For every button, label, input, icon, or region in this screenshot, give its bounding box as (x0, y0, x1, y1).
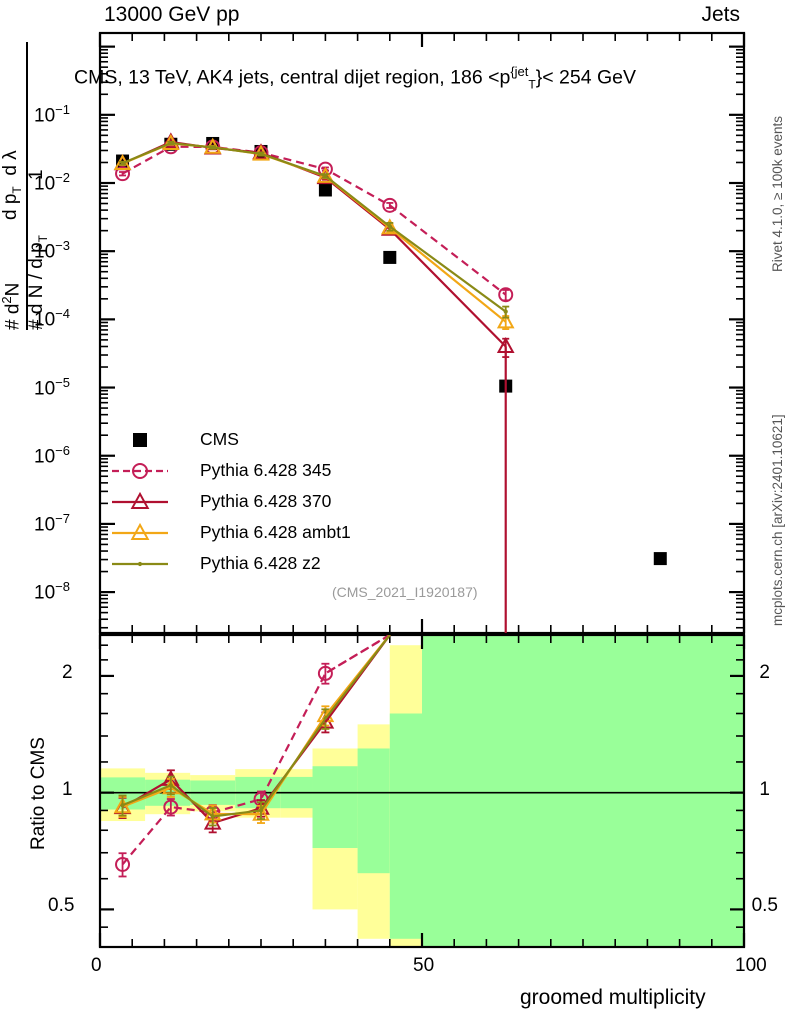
data-marker (387, 224, 392, 229)
x-tick-label: 100 (735, 955, 767, 976)
x-tick-label: 0 (91, 955, 102, 976)
data-marker (168, 140, 173, 146)
ratio-tick-label: 0.5 (751, 895, 778, 917)
y-tick-label: 10−8 (34, 579, 70, 604)
ratio-marker (168, 783, 173, 788)
legend-label: Pythia 6.428 370 (200, 491, 332, 511)
legend-label: Pythia 6.428 ambt1 (200, 522, 351, 542)
legend-marker (137, 561, 143, 567)
plot-title: CMS, 13 TeV, AK4 jets, central dijet reg… (74, 64, 636, 91)
ratio-offscale-line (324, 635, 391, 720)
data-marker (503, 309, 508, 314)
legend-marker (132, 463, 148, 479)
data-marker (380, 218, 399, 235)
data-marker (318, 183, 332, 197)
y-tick-label: 10−4 (34, 306, 70, 331)
data-marker (653, 552, 667, 566)
y-tick-label: 10−3 (34, 238, 70, 263)
ratio-marker (163, 799, 179, 815)
y-tick-label: 10−6 (34, 442, 70, 468)
legend-marker (133, 433, 147, 447)
data-marker (120, 161, 125, 166)
ratio-tick-label: 1 (62, 778, 73, 800)
data-marker (258, 151, 264, 156)
ratio-tick-label: 2 (759, 661, 770, 683)
y-tick-label: 10−2 (34, 170, 70, 195)
x-axis-label: groomed multiplicity (520, 986, 706, 1009)
beam-label: 13000 GeV pp (104, 3, 240, 26)
data-marker (382, 197, 398, 213)
ratio-band-green (357, 748, 390, 874)
category-label: Jets (701, 3, 740, 26)
ratio-tick-label: 1 (759, 778, 770, 800)
ratio-marker (120, 803, 125, 808)
y-tick-label: 10−1 (34, 101, 70, 127)
legend-label: Pythia 6.428 345 (200, 460, 332, 480)
data-marker (115, 166, 131, 182)
y-tick-label: 10−7 (34, 510, 70, 536)
plot-title-main: CMS, 13 TeV, AK4 jets, central dijet reg… (74, 66, 511, 89)
ratio-band-green (389, 713, 422, 939)
series-line (122, 142, 507, 323)
y-tick-label: 10−5 (34, 374, 70, 399)
legend-marker (130, 522, 150, 540)
ratio-tick-label: 0.5 (48, 895, 75, 917)
x-tick-label: 50 (413, 955, 435, 976)
data-marker (383, 250, 397, 264)
legend-label: Pythia 6.428 z2 (200, 553, 321, 573)
ratio-band-green (312, 766, 358, 848)
ratio-marker (115, 856, 131, 872)
ratio-marker (258, 808, 264, 813)
legend-marker (130, 491, 150, 509)
analysis-watermark: (CMS_2021_I1920187) (332, 584, 478, 600)
data-marker (323, 173, 328, 179)
data-marker (496, 312, 515, 329)
series-line (122, 141, 507, 313)
ratio-tick-label: 2 (62, 661, 73, 683)
ratio-marker (210, 814, 215, 819)
main-panel-frame (98, 31, 746, 635)
plot-title-sup: {jet (510, 64, 529, 79)
legend-label: CMS (200, 429, 239, 449)
data-marker (498, 287, 514, 303)
data-marker (210, 145, 215, 150)
series-line (122, 145, 507, 296)
ratio-band-green (422, 635, 744, 947)
plot-title-tail: }< 254 GeV (535, 66, 637, 89)
ratio-marker (317, 665, 333, 681)
plot-title-sub: T (528, 77, 536, 92)
